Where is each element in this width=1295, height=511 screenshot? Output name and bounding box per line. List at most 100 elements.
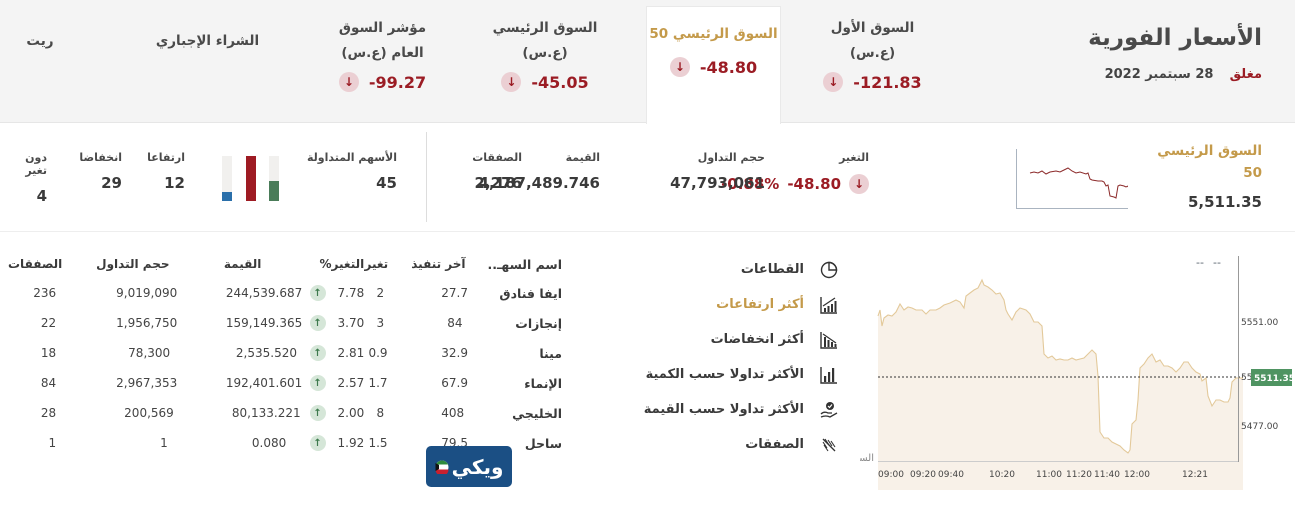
category-menu: القطاعات أكثر ارتفاعات أكثر انخفاضات الأ… (630, 252, 840, 462)
arrow-down-icon: ↓ (823, 72, 844, 92)
col-header-last[interactable]: آخر تنفيذ (411, 257, 466, 271)
falling-bars-icon (818, 329, 840, 351)
col-header-change[interactable]: تغير (364, 257, 389, 271)
x-tick: 11:00 (1036, 470, 1062, 480)
stat-up: ارتفاعا 12 (147, 151, 185, 192)
divider (426, 132, 427, 222)
pie-chart-icon (818, 259, 840, 281)
traded-value: 45 (376, 174, 397, 192)
x-tick: 11:20 (1066, 470, 1092, 480)
tab-value: -48.80 (699, 57, 758, 77)
x-tick: 12:21 (1182, 470, 1208, 480)
down-value: 29 (101, 174, 122, 192)
tab-general-index[interactable]: مؤشر السوق العام (ع.س) ↓ -99.27 (305, 16, 460, 133)
tab-reit[interactable]: ريت (0, 29, 80, 146)
x-tick: 12:00 (1124, 470, 1150, 480)
y-tick: 5477.00 (1241, 422, 1278, 432)
col-header-deals[interactable]: الصفقات (8, 257, 63, 271)
table-row[interactable]: الإنماء 67.9 1.7 ↑ 2.57 192,401.601 2,967… (40, 375, 562, 392)
legend-dash: -- (1213, 256, 1221, 269)
market-status-badge: مغلق (1229, 67, 1262, 82)
arrow-up-icon: ↑ (309, 375, 326, 392)
tab-label: مؤشر السوق (338, 20, 427, 36)
col-header-change-pct[interactable]: التغير% (319, 257, 365, 271)
tab-label: السوق الرئيسي (492, 20, 598, 36)
arrow-down-icon: ↓ (849, 174, 869, 194)
tab-label-sub: (ع.س) (849, 45, 896, 61)
col-header-name[interactable]: اسم السهـ.. (487, 256, 562, 272)
table-row[interactable]: مينا 32.9 0.9 ↑ 2.81 2,535.520 78,300 18 (40, 345, 562, 362)
market-tabs-bar: الأسعار الفورية مغلق 28 سبتمبر 2022 السو… (0, 0, 1295, 124)
menu-item-most-traded-volume[interactable]: الأكثر تداولا حسب الكمية (630, 357, 840, 392)
market-status: مغلق 28 سبتمبر 2022 (1105, 67, 1262, 82)
menu-item-deals[interactable]: الصفقات (630, 427, 840, 462)
bar-chart-icon (818, 364, 840, 386)
breadth-bar-up (269, 156, 279, 201)
arrow-up-icon: ↑ (309, 435, 326, 452)
page-title: الأسعار الفورية (1088, 25, 1262, 51)
sparkline-chart[interactable] (1016, 149, 1128, 209)
change-value: -48.80 (787, 175, 841, 193)
stat-change: التغير -0.88% -48.80 ↓ (721, 151, 869, 194)
stat-unchanged: دون تغير 4 (0, 151, 47, 205)
table-row[interactable]: ايفا فنادق 27.7 2 ↑ 7.78 244,539.687 9,01… (33, 285, 562, 302)
tab-first-market[interactable]: السوق الأول (ع.س) ↓ -121.83 (800, 16, 945, 133)
breadth-bar-down (246, 156, 256, 201)
table-header-row: اسم السهـ.. آخر تنفيذ تغير التغير% القيم… (0, 250, 570, 278)
menu-item-top-losers[interactable]: أكثر انخفاضات (630, 322, 840, 357)
tab-value: -99.27 (368, 72, 427, 92)
stat-down: انخفاضا 29 (79, 151, 122, 192)
arrow-down-icon: ↓ (501, 72, 522, 92)
menu-item-top-gainers[interactable]: أكثر ارتفاعات (630, 287, 840, 322)
up-value: 12 (164, 174, 185, 192)
deals-value: 2,276 (474, 174, 522, 192)
arrow-up-icon: ↑ (309, 285, 326, 302)
deals-icon (818, 434, 840, 456)
tab-value: -121.83 (853, 72, 922, 92)
wiki-logo[interactable]: ويكي (426, 446, 512, 487)
x-tick: 11:40 (1094, 470, 1120, 480)
rising-bars-icon (818, 294, 840, 316)
x-tick: 09:40 (938, 470, 964, 480)
x-tick: 10:20 (989, 470, 1015, 480)
arrow-up-icon: ↑ (309, 315, 326, 332)
volume-value: 47,793,061 (670, 174, 765, 192)
y-tick: 5551.00 (1241, 318, 1278, 328)
table-row[interactable]: الخليجي 408 8 ↑ 2.00 80,133.221 200,569 2… (40, 405, 562, 422)
chart-watermark: السوق الرئيسي 50 (860, 453, 874, 464)
index-name: السوق الرئيسي 50 (1157, 143, 1262, 181)
top-gainers-table: اسم السهـ.. آخر تنفيذ تغير التغير% القيم… (0, 250, 570, 458)
tab-label: السوق الأول (830, 20, 915, 36)
tab-label-sub: (ع.س) (522, 45, 568, 61)
value-value: 4,187,489.746 (478, 174, 600, 192)
menu-item-sectors[interactable]: القطاعات (630, 252, 840, 287)
tab-main-market[interactable]: السوق الرئيسي (ع.س) ↓ -45.05 (470, 16, 620, 133)
intraday-chart[interactable]: -- -- 5551.00 55 5477.00 5511.35 السوق ا… (793, 250, 1295, 511)
stat-value: القيمة 4,187,489.746 (478, 151, 600, 192)
tab-label: الشراء الإجباري (155, 33, 260, 49)
col-header-value[interactable]: القيمة (223, 257, 262, 271)
menu-item-most-traded-value[interactable]: الأكثر تداولا حسب القيمة (630, 392, 840, 427)
table-row[interactable]: إنجازات 84 3 ↑ 3.70 159,149.365 1,956,750… (40, 315, 562, 332)
stat-volume: حجم التداول 47,793,061 (670, 151, 765, 192)
index-summary: السوق الرئيسي 50 5,511.35 التغير -0.88% … (0, 124, 1295, 232)
y-tick: 55 (1241, 373, 1252, 383)
unchanged-value: 4 (36, 187, 47, 205)
tab-mandatory-purchase[interactable]: الشراء الإجباري (140, 29, 275, 146)
tab-label: ريت (26, 33, 54, 49)
breadth-bar-unchanged (222, 156, 232, 201)
kuwait-flag-icon (435, 460, 449, 474)
market-date: 28 سبتمبر 2022 (1104, 67, 1214, 82)
tab-main-market-50[interactable]: السوق الرئيسي 50 ↓ -48.80 (646, 6, 781, 124)
tab-label-sub: العام (ع.س) (341, 45, 424, 61)
change-pct: -0.88% (721, 175, 780, 193)
index-value: 5,511.35 (1187, 193, 1262, 211)
legend-dash: -- (1196, 256, 1204, 269)
arrow-down-icon: ↓ (669, 57, 690, 77)
stat-deals: الصفقات 2,276 (472, 151, 522, 192)
hand-coin-icon (818, 399, 840, 421)
col-header-volume[interactable]: حجم التداول (96, 257, 170, 271)
arrow-down-icon: ↓ (338, 72, 359, 92)
stat-traded-stocks: الأسهم المتداولة 45 (306, 151, 397, 192)
x-tick: 09:20 (910, 470, 936, 480)
